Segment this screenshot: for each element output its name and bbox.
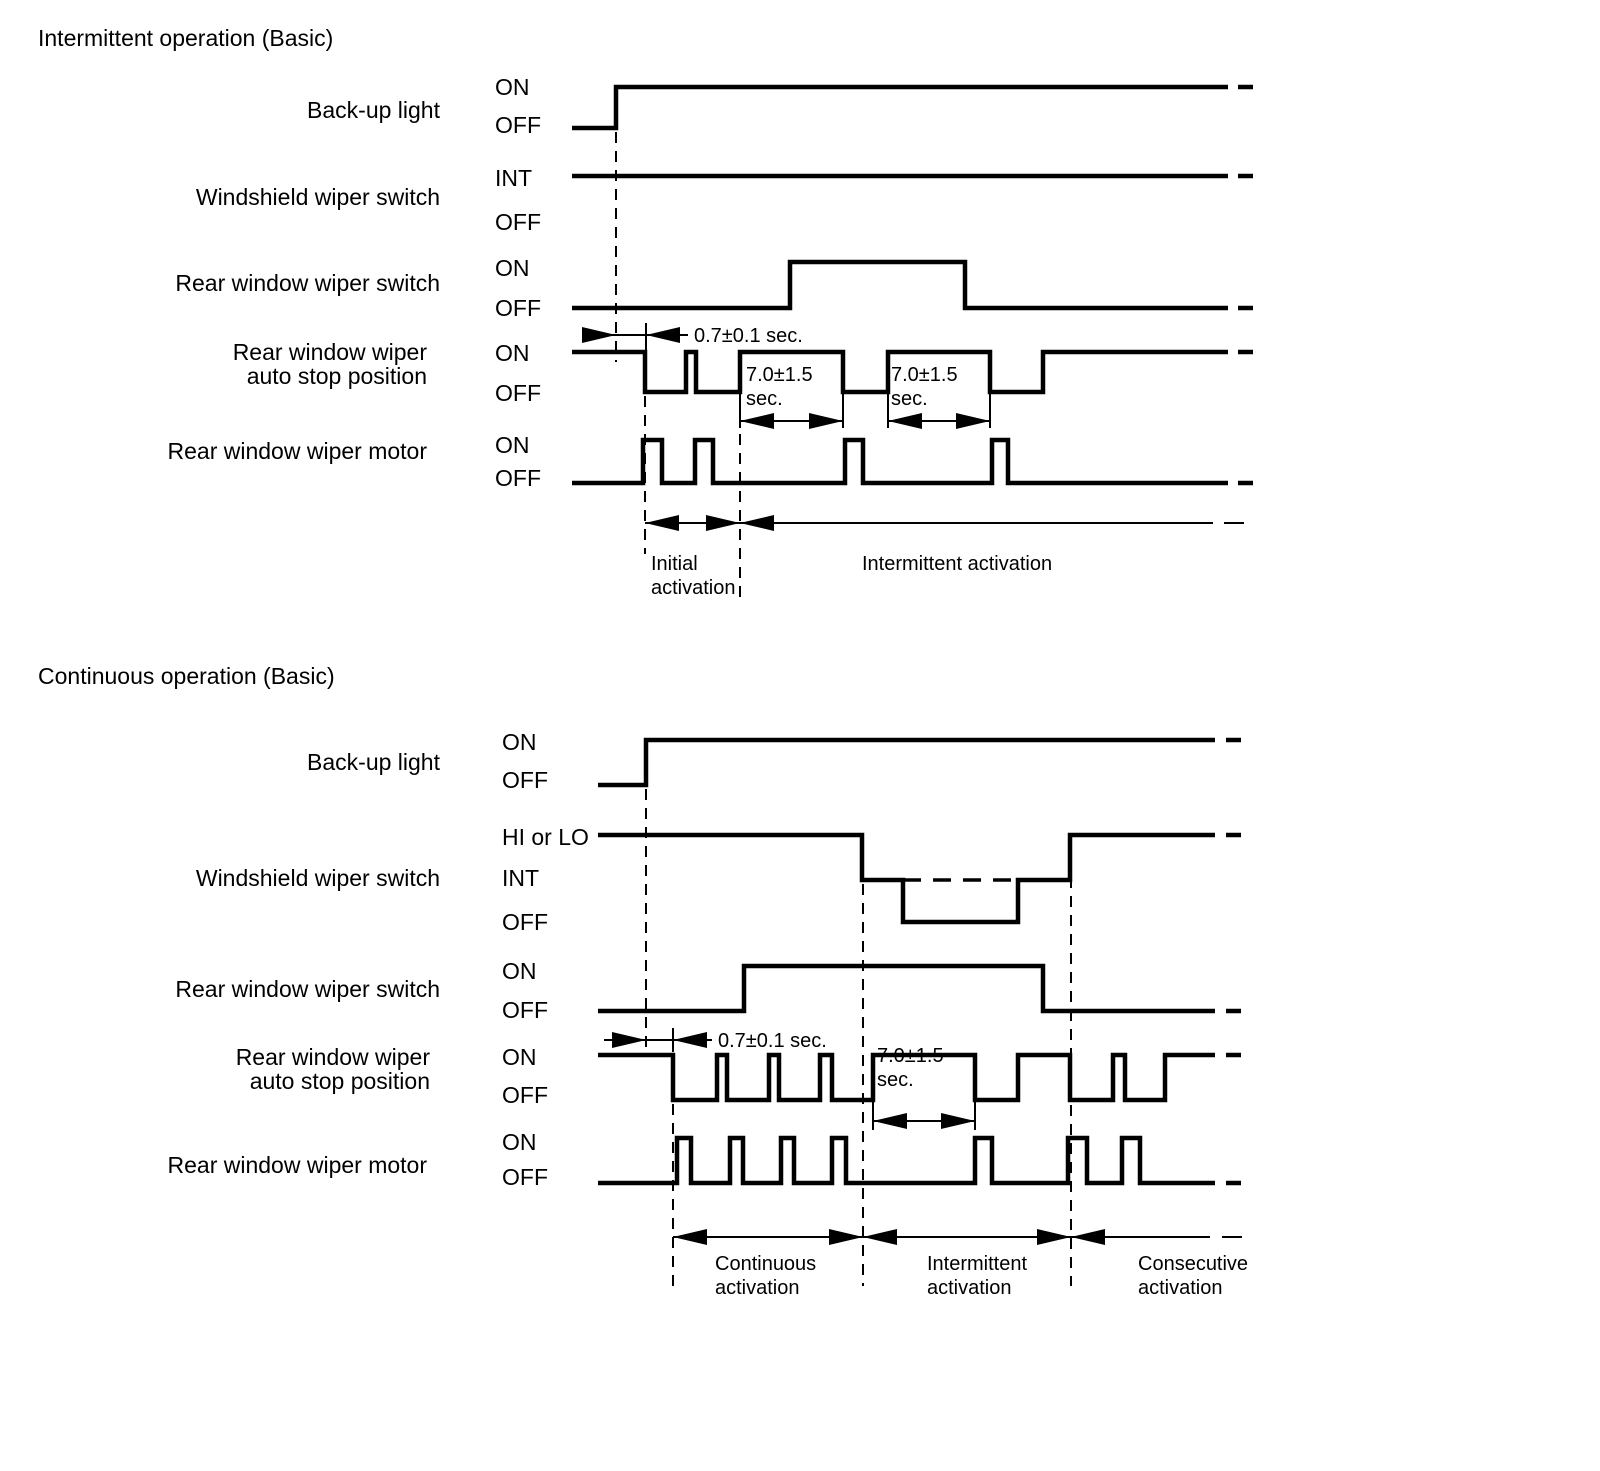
waveform-backup-light (572, 84, 1228, 131)
level-label: OFF (502, 909, 548, 935)
level-label: OFF (495, 112, 541, 138)
annotation-phase: Initial (651, 553, 698, 575)
guide-dashed-line (615, 132, 741, 600)
level-label: OFF (495, 209, 541, 235)
annotation-interval: 7.0±1.5 (746, 364, 813, 386)
level-label: OFF (495, 465, 541, 491)
level-label: INT (502, 865, 539, 891)
level-label: OFF (502, 1082, 548, 1108)
signal-name: Rear window wiper motor (168, 438, 428, 464)
signal-name: Rear window wiper motor (168, 1152, 428, 1178)
waveform-continuation-dashes (1226, 737, 1241, 1186)
annotation-delay: 0.7±0.1 sec. (718, 1030, 827, 1052)
annotation-interval: 7.0±1.5 (891, 364, 958, 386)
dimension-arrowhead (582, 327, 616, 343)
annotation-phase: activation (715, 1277, 800, 1299)
annotation-phase: Intermittent (927, 1253, 1027, 1275)
diagram-title: Intermittent operation (Basic) (38, 25, 333, 51)
annotation-interval: sec. (746, 388, 783, 410)
dimension-arrowhead (1071, 1229, 1105, 1245)
signal-name: Windshield wiper switch (196, 865, 440, 891)
guide-dashed-line (645, 789, 1072, 1286)
waveform-rear-window-wiper-switch (572, 259, 1228, 311)
signal-name: Rear window wiper (233, 339, 428, 365)
dimension-arrowhead (740, 413, 774, 429)
level-label: ON (502, 729, 537, 755)
dimension-arrowhead (673, 1229, 707, 1245)
level-label: ON (495, 74, 530, 100)
dimension-arrowhead (809, 413, 843, 429)
level-label: ON (502, 1044, 537, 1070)
level-label: ON (502, 958, 537, 984)
level-label: OFF (502, 997, 548, 1023)
diagram-continuous: Continuous operation (Basic) Back-up lig… (38, 663, 1248, 1299)
level-label: ON (495, 432, 530, 458)
waveform-rear-window-wiper-motor (572, 437, 1228, 486)
waveform-continuation-dashes (1238, 84, 1253, 486)
dimension-tick (645, 323, 991, 428)
annotation-interval: 7.0±1.5 (877, 1045, 944, 1067)
dimension-arrowhead (873, 1113, 907, 1129)
signal-name: Back-up light (307, 749, 441, 775)
annotation-delay: 0.7±0.1 sec. (694, 325, 803, 347)
signal-name: Windshield wiper switch (196, 184, 440, 210)
annotation-interval: sec. (877, 1069, 914, 1091)
dimension-arrowhead (740, 515, 774, 531)
annotation-phase: Intermittent activation (862, 553, 1052, 575)
dimension-arrowhead (888, 413, 922, 429)
dimension-arrowhead (829, 1229, 863, 1245)
annotation-phase: Continuous (715, 1253, 816, 1275)
waveform-rear-window-wiper-motor (598, 1135, 1215, 1186)
level-label: OFF (502, 1164, 548, 1190)
annotation-phase: activation (651, 577, 736, 599)
dimension-arrowhead (706, 515, 740, 531)
signal-name: Rear window wiper switch (175, 976, 440, 1002)
annotation-phase: Consecutive (1138, 1253, 1248, 1275)
level-label: INT (495, 165, 532, 191)
signal-name: auto stop position (250, 1068, 430, 1094)
level-label: HI or LO (502, 824, 589, 850)
dimension-arrowhead (956, 413, 990, 429)
annotation-phase: activation (1138, 1277, 1223, 1299)
signal-name: Back-up light (307, 97, 441, 123)
annotation-phase: activation (927, 1277, 1012, 1299)
level-label: OFF (495, 295, 541, 321)
dimension-arrowhead (645, 515, 679, 531)
level-label: ON (495, 255, 530, 281)
waveform-backup-light (598, 737, 1215, 788)
waveform-rear-window-wiper-auto-stop (572, 349, 1228, 395)
waveform-windshield-wiper-switch (598, 832, 1215, 925)
dimension-arrowhead (646, 327, 680, 343)
signal-name: Rear window wiper (236, 1044, 431, 1070)
level-label: OFF (502, 767, 548, 793)
level-label: ON (502, 1129, 537, 1155)
dimension-arrowhead (941, 1113, 975, 1129)
dimension-arrowhead (673, 1032, 707, 1048)
level-label: ON (495, 340, 530, 366)
diagram-title: Continuous operation (Basic) (38, 663, 335, 689)
dimension-arrowhead (863, 1229, 897, 1245)
dimension-arrowhead (612, 1032, 646, 1048)
waveform-rear-window-wiper-switch (598, 963, 1215, 1014)
level-label: OFF (495, 380, 541, 406)
annotation-interval: sec. (891, 388, 928, 410)
dimension-arrowhead (1037, 1229, 1071, 1245)
signal-name: Rear window wiper switch (175, 270, 440, 296)
diagram-intermittent: Intermittent operation (Basic) Back-up l… (38, 25, 1253, 600)
waveform-rear-window-wiper-auto-stop (598, 1052, 1215, 1103)
signal-name: auto stop position (247, 363, 427, 389)
